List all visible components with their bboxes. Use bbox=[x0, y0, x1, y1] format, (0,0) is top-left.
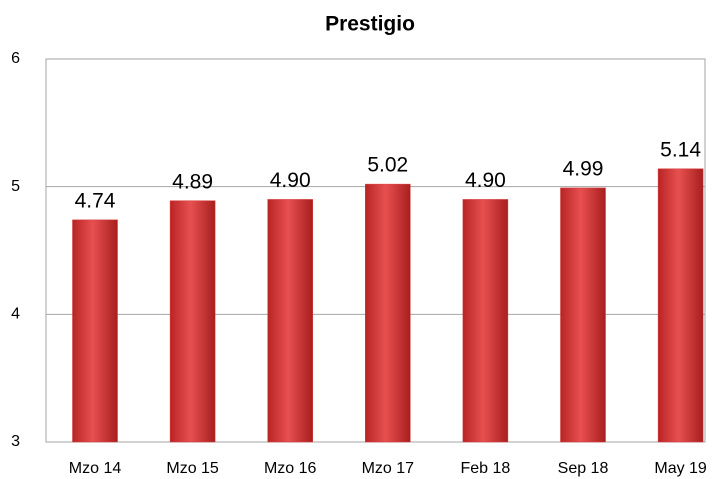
y-tick-label: 4 bbox=[11, 306, 20, 323]
y-tick-label: 6 bbox=[11, 50, 20, 67]
x-tick-label: Mzo 15 bbox=[166, 460, 219, 477]
x-tick-label: Mzo 17 bbox=[362, 460, 415, 477]
bar bbox=[560, 187, 606, 443]
x-tick-label: May 19 bbox=[654, 460, 707, 477]
value-label: 4.90 bbox=[270, 169, 311, 192]
chart-title: Prestigio bbox=[325, 13, 415, 36]
value-label: 4.74 bbox=[75, 189, 116, 212]
x-tick-label: Sep 18 bbox=[558, 460, 609, 477]
value-label: 4.99 bbox=[563, 157, 604, 180]
bar bbox=[267, 199, 313, 443]
value-label: 4.89 bbox=[172, 170, 213, 193]
x-tick-label: Feb 18 bbox=[460, 460, 510, 477]
value-label: 5.02 bbox=[367, 154, 408, 177]
y-tick-label: 3 bbox=[11, 433, 20, 450]
y-tick-label: 5 bbox=[11, 178, 20, 195]
bar bbox=[169, 200, 216, 443]
bar bbox=[657, 168, 704, 443]
bar bbox=[462, 199, 509, 443]
bar bbox=[72, 219, 118, 443]
value-label: 4.90 bbox=[465, 169, 506, 192]
bar bbox=[365, 183, 411, 443]
x-tick-label: Mzo 16 bbox=[264, 460, 317, 477]
x-tick-label: Mzo 14 bbox=[69, 460, 122, 477]
value-label: 5.14 bbox=[660, 138, 701, 161]
